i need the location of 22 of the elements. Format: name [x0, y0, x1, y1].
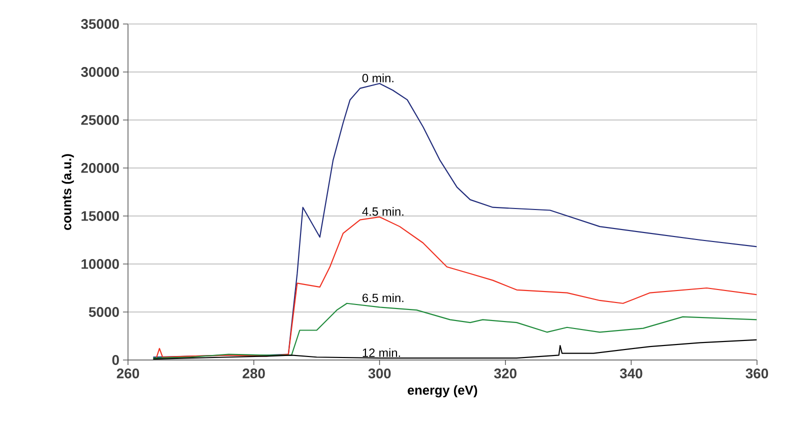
- x-tick-label: 340: [620, 368, 642, 378]
- y-tick-label: 25000: [81, 115, 119, 125]
- x-tick-label: 360: [746, 368, 768, 378]
- y-axis-title: counts (a.u.): [62, 154, 74, 230]
- y-tick-label: 15000: [82, 211, 119, 221]
- y-tick-label: 5000: [88, 307, 119, 317]
- y-tick-label: 10000: [82, 259, 119, 269]
- x-tick-label: 320: [494, 368, 516, 378]
- x-tick-label: 260: [116, 368, 140, 378]
- x-tick-label: 300: [368, 368, 391, 378]
- y-tick-label: 30000: [81, 67, 119, 77]
- x-tick-label: 280: [242, 368, 265, 378]
- series-label: 12 min.: [362, 348, 400, 357]
- y-tick-label: 20000: [81, 163, 119, 173]
- series-label: 0 min.: [362, 74, 394, 82]
- line-series: [156, 216, 758, 359]
- series-label: 4.5 min.: [362, 206, 404, 216]
- x-axis-title: energy (eV): [408, 385, 478, 398]
- series-label: 6.5 min.: [362, 293, 404, 302]
- y-tick-label: 0: [112, 355, 119, 365]
- y-tick-label: 35000: [81, 19, 119, 29]
- line-series: [152, 302, 758, 359]
